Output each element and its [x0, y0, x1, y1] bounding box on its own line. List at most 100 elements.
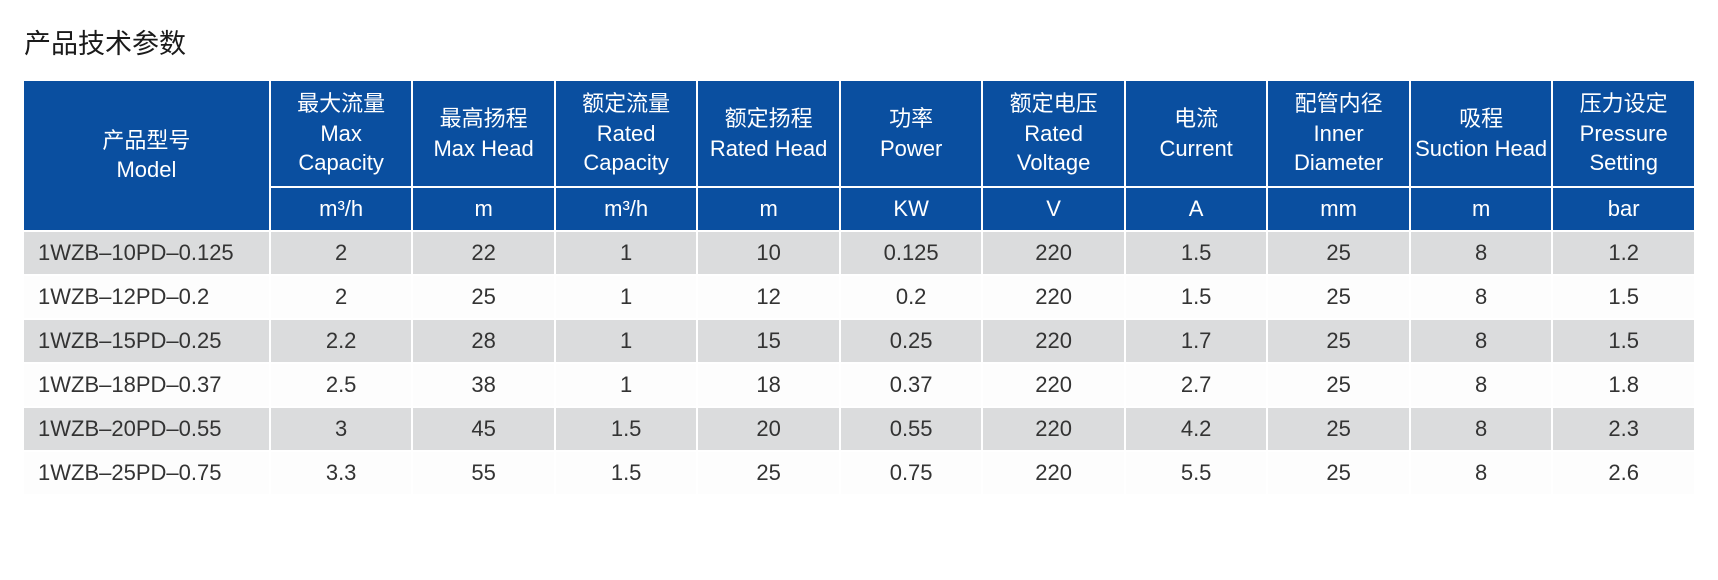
cell-value: 25 — [1267, 407, 1410, 451]
cell-value: 25 — [1267, 363, 1410, 407]
cell-value: 8 — [1410, 407, 1553, 451]
cell-value: 2.7 — [1125, 363, 1268, 407]
cell-value: 1.5 — [1552, 319, 1695, 363]
cell-value: 1 — [555, 275, 698, 319]
table-header: 产品型号 Model 最大流量Max Capacity最高扬程Max Head额… — [23, 80, 1695, 231]
header-unit-8: m — [1410, 187, 1553, 231]
cell-value: 220 — [982, 319, 1125, 363]
table-row: 1WZB–25PD–0.753.3551.5250.752205.52582.6 — [23, 451, 1695, 495]
cell-value: 25 — [1267, 319, 1410, 363]
cell-value: 12 — [697, 275, 840, 319]
cell-value: 1.5 — [555, 451, 698, 495]
header-col-en: Max Head — [433, 136, 533, 161]
cell-value: 220 — [982, 407, 1125, 451]
header-col-en: Max Capacity — [298, 121, 384, 176]
cell-value: 25 — [1267, 231, 1410, 275]
cell-value: 25 — [1267, 275, 1410, 319]
cell-value: 1.5 — [1125, 231, 1268, 275]
header-col-6: 电流 Current — [1125, 80, 1268, 187]
cell-value: 2.2 — [270, 319, 413, 363]
cell-value: 1.5 — [1125, 275, 1268, 319]
header-col-en: Current — [1159, 136, 1232, 161]
cell-value: 45 — [412, 407, 555, 451]
header-col-2: 额定流量 Rated Capacity — [555, 80, 698, 187]
cell-value: 2 — [270, 231, 413, 275]
table-row: 1WZB–12PD–0.22251120.22201.52581.5 — [23, 275, 1695, 319]
header-unit-6: A — [1125, 187, 1268, 231]
cell-value: 25 — [412, 275, 555, 319]
header-col-4: 功率 Power — [840, 80, 983, 187]
header-col-en: Rated Head — [710, 136, 827, 161]
header-col-en: Pressure Setting — [1580, 121, 1668, 176]
header-model-cn: 产品型号 — [102, 128, 190, 153]
cell-value: 38 — [412, 363, 555, 407]
cell-value: 0.75 — [840, 451, 983, 495]
header-col-8: 吸程Suction Head — [1410, 80, 1553, 187]
header-col-7: 配管内径 Inner Diameter — [1267, 80, 1410, 187]
cell-value: 8 — [1410, 451, 1553, 495]
cell-model: 1WZB–12PD–0.2 — [23, 275, 270, 319]
cell-value: 1.8 — [1552, 363, 1695, 407]
header-col-cn: 最高扬程 — [440, 106, 528, 131]
cell-value: 8 — [1410, 275, 1553, 319]
cell-model: 1WZB–20PD–0.55 — [23, 407, 270, 451]
cell-value: 0.2 — [840, 275, 983, 319]
header-col-en: Power — [880, 136, 942, 161]
cell-value: 1 — [555, 231, 698, 275]
table-row: 1WZB–18PD–0.372.5381180.372202.72581.8 — [23, 363, 1695, 407]
header-unit-1: m — [412, 187, 555, 231]
cell-value: 220 — [982, 231, 1125, 275]
cell-value: 18 — [697, 363, 840, 407]
cell-value: 220 — [982, 275, 1125, 319]
cell-value: 1 — [555, 319, 698, 363]
header-unit-7: mm — [1267, 187, 1410, 231]
cell-value: 22 — [412, 231, 555, 275]
cell-value: 220 — [982, 363, 1125, 407]
header-col-cn: 电流 — [1174, 106, 1218, 131]
header-col-en: Suction Head — [1415, 136, 1547, 161]
cell-value: 1.5 — [1552, 275, 1695, 319]
header-unit-4: KW — [840, 187, 983, 231]
cell-model: 1WZB–10PD–0.125 — [23, 231, 270, 275]
cell-value: 2.5 — [270, 363, 413, 407]
table-body: 1WZB–10PD–0.1252221100.1252201.52581.21W… — [23, 231, 1695, 495]
cell-value: 5.5 — [1125, 451, 1268, 495]
header-col-cn: 配管内径 — [1295, 91, 1383, 116]
header-col-5: 额定电压 Rated Voltage — [982, 80, 1125, 187]
cell-value: 0.37 — [840, 363, 983, 407]
header-unit-0: m³/h — [270, 187, 413, 231]
header-col-cn: 额定流量 — [582, 91, 670, 116]
header-col-en: Inner Diameter — [1294, 121, 1383, 176]
header-model: 产品型号 Model — [23, 80, 270, 231]
cell-model: 1WZB–25PD–0.75 — [23, 451, 270, 495]
cell-value: 2 — [270, 275, 413, 319]
header-col-cn: 压力设定 — [1580, 91, 1668, 116]
header-col-en: Rated Capacity — [583, 121, 669, 176]
cell-value: 2.3 — [1552, 407, 1695, 451]
table-row: 1WZB–20PD–0.553451.5200.552204.22582.3 — [23, 407, 1695, 451]
cell-value: 220 — [982, 451, 1125, 495]
table-row: 1WZB–10PD–0.1252221100.1252201.52581.2 — [23, 231, 1695, 275]
cell-value: 55 — [412, 451, 555, 495]
cell-value: 2.6 — [1552, 451, 1695, 495]
header-unit-row: m³/hmm³/hmKWVAmmmbar — [23, 187, 1695, 231]
cell-value: 25 — [697, 451, 840, 495]
cell-value: 8 — [1410, 363, 1553, 407]
header-unit-3: m — [697, 187, 840, 231]
header-col-cn: 额定扬程 — [725, 106, 813, 131]
cell-value: 28 — [412, 319, 555, 363]
header-col-9: 压力设定 Pressure Setting — [1552, 80, 1695, 187]
cell-value: 3 — [270, 407, 413, 451]
cell-model: 1WZB–15PD–0.25 — [23, 319, 270, 363]
header-col-cn: 功率 — [889, 106, 933, 131]
header-model-en: Model — [116, 157, 176, 182]
header-col-3: 额定扬程 Rated Head — [697, 80, 840, 187]
cell-value: 0.125 — [840, 231, 983, 275]
cell-value: 0.55 — [840, 407, 983, 451]
header-unit-2: m³/h — [555, 187, 698, 231]
table-row: 1WZB–15PD–0.252.2281150.252201.72581.5 — [23, 319, 1695, 363]
cell-value: 4.2 — [1125, 407, 1268, 451]
header-col-cn: 额定电压 — [1010, 91, 1098, 116]
cell-value: 8 — [1410, 231, 1553, 275]
header-col-en: Rated Voltage — [1017, 121, 1090, 176]
